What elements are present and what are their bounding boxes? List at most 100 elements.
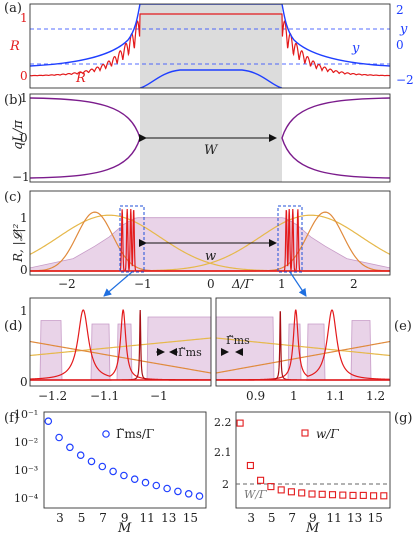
xtick-label: 7: [99, 511, 107, 525]
xtick-c-neg2: −2: [58, 277, 76, 291]
xticks-f: 3 5 7 9 11 13 15: [56, 511, 198, 525]
legend-marker-f: [102, 430, 110, 438]
ytick-a-right-neg2: −2: [396, 73, 414, 87]
xlabel-f: M: [117, 521, 132, 535]
panel-tag-e: (e): [394, 319, 412, 334]
ytick-f-1: 10⁻²: [14, 436, 38, 449]
reflectance-curve-a: [30, 13, 390, 77]
zoom-arrow-right: [289, 271, 307, 297]
panel-a: (a) R 0 1 −2 0 2 y R y: [4, 1, 414, 89]
ytick-d-1: 1: [20, 304, 28, 318]
data-point-g: [267, 483, 275, 491]
data-point-g: [359, 491, 367, 499]
ylabel-c: R, |𝓛|²: [11, 224, 25, 263]
data-point-g: [287, 488, 295, 496]
ytick-b-0: 0: [20, 131, 28, 145]
data-point-g: [308, 490, 316, 498]
data-point-g: [370, 492, 378, 500]
data-point-f: [76, 451, 85, 460]
ytick-f-3: 10⁻⁴: [14, 492, 39, 505]
ytick-a-0: 0: [20, 69, 28, 83]
gamma-label-e: Γ̃ms: [226, 334, 250, 347]
y-curve-outer: [30, 4, 390, 67]
panel-e: Γ̃ms (e) 0.9 1 1.1 1.2: [215, 297, 412, 403]
xtick-c-0: 0: [207, 277, 215, 291]
ytick-b-neg1: −1: [12, 170, 30, 184]
xtick-label: 15: [368, 511, 383, 525]
ytick-d-0: 0: [20, 375, 28, 389]
data-points-f: [44, 417, 204, 500]
xtick-label: 7: [288, 511, 296, 525]
ytick-g-0: 2: [222, 478, 229, 491]
xtick-c-neg1: −1: [134, 277, 152, 291]
ytick-a-right-0: 0: [396, 38, 404, 52]
xtick-label: 9: [121, 511, 129, 525]
data-point-f: [66, 443, 74, 452]
xtick-label: 13: [161, 511, 176, 525]
panel-tag-d: (d): [4, 319, 22, 334]
legend-g: w/Γ: [316, 427, 339, 441]
data-point-f: [55, 433, 63, 442]
panel-tag-g: (g): [394, 411, 412, 426]
xlabel-g: M: [305, 521, 320, 535]
data-point-g: [277, 486, 285, 494]
legend-f: Γ̃ms/Γ: [116, 427, 154, 441]
panel-tag-f: (f): [4, 411, 19, 426]
mode-curve-yellow-e: [216, 337, 390, 357]
ytick-f-2: 10⁻³: [14, 464, 38, 477]
data-point-f: [44, 417, 53, 426]
data-point-f: [174, 487, 182, 496]
data-point-f: [141, 478, 150, 487]
xtick-label: 5: [78, 511, 86, 525]
xtick-label: 11: [140, 511, 155, 525]
xtick-label: 5: [268, 511, 276, 525]
data-point-f: [120, 471, 128, 480]
data-point-f: [130, 475, 139, 484]
panel-tag-b: (b): [4, 93, 22, 108]
mode-curve-orange-e: [216, 340, 390, 374]
xtick-e-2: 1.1: [326, 389, 345, 403]
xtick-d-2: −1: [150, 389, 168, 403]
data-points-g: [236, 419, 388, 500]
ytick-a-right-2: 2: [396, 3, 404, 17]
panel-f: (f) Γ̃ms/Γ 10⁻¹ 10⁻² 10⁻³ 10⁻⁴ 3 5 7 9 11 13 1…: [4, 408, 207, 535]
data-point-f: [163, 484, 171, 493]
xtick-e-1: 1: [290, 389, 298, 403]
data-point-f: [184, 489, 193, 498]
data-point-g: [380, 492, 388, 500]
curve-label-y: y: [351, 41, 360, 56]
data-point-g: [318, 490, 326, 498]
data-point-g: [349, 491, 357, 499]
xticks-g: 3 5 7 9 11 13 15: [247, 511, 382, 525]
xtick-label: 3: [56, 511, 64, 525]
ytick-c-1: 1: [20, 211, 28, 225]
xtick-d-0: −1.2: [38, 389, 67, 403]
data-point-f: [98, 462, 107, 471]
ytick-c-0: 0: [20, 263, 28, 277]
y-curve-inner: [139, 69, 283, 88]
xtick-label: 3: [247, 511, 255, 525]
xtick-e-3: 1.2: [366, 389, 385, 403]
data-point-g: [298, 489, 306, 497]
data-point-g: [257, 476, 265, 484]
xtick-e-0: 0.9: [246, 389, 265, 403]
data-point-g: [246, 461, 254, 470]
data-point-f: [109, 467, 117, 476]
mode-curve-yellow-d: [30, 337, 211, 357]
panel-tag-a: (a): [4, 1, 22, 16]
ytick-f-0: 10⁻¹: [14, 408, 38, 421]
data-point-g: [339, 491, 347, 499]
xtick-c-2: 2: [350, 277, 358, 291]
xlabel-c: Δ/Γ: [231, 277, 254, 291]
W-ref-label: W/Γ: [244, 488, 267, 501]
curve-label-R: R: [75, 71, 86, 86]
ylabel-b: qL/π: [11, 120, 26, 150]
xtick-label: 15: [183, 511, 198, 525]
ytick-g-1: 2.1: [214, 446, 232, 459]
ytick-g-2: 2.2: [214, 416, 232, 429]
data-point-f: [152, 481, 161, 490]
xtick-label: 13: [347, 511, 362, 525]
ylabel-right-a: y: [399, 22, 408, 37]
data-point-g: [236, 419, 244, 427]
